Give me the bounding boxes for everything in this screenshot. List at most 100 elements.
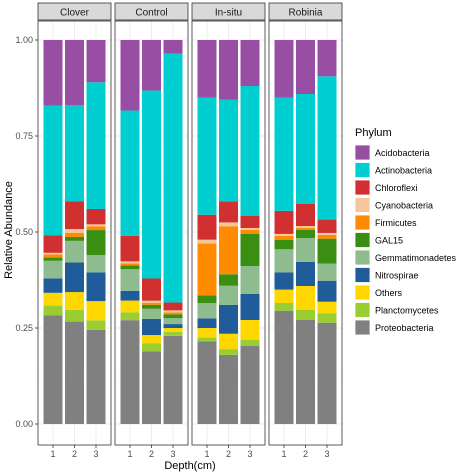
legend-item-proteobacteria: Proteobacteria	[354, 319, 434, 336]
bar-segment-clover-2-gal15	[65, 236, 84, 241]
legend-item-nitrospirae: Nitrospirae	[354, 267, 419, 283]
bar-segment-in-situ-1-nitrospirae	[197, 318, 217, 328]
legend-item-planctomycetes: Planctomycetes	[354, 302, 439, 318]
bar-segment-robinia-1-cyanobacteria	[274, 233, 294, 236]
bar-segment-robinia-3-actinobacteria	[317, 76, 337, 220]
bar-segment-in-situ-3-gal15	[240, 234, 260, 266]
y-tick-label: 1.00	[15, 35, 33, 45]
legend-item-gal15: GAL15	[354, 232, 403, 248]
bar-segment-clover-3-proteobacteria	[86, 329, 106, 424]
bar-segment-in-situ-3-planctomycetes	[240, 340, 260, 346]
legend-label: Actinobacteria	[375, 166, 432, 176]
bar-segment-robinia-1-proteobacteria	[274, 310, 294, 424]
bar-segment-control-3-nitrospirae	[163, 324, 183, 328]
bar-segment-in-situ-1-firmicutes	[197, 243, 217, 296]
bar-segment-in-situ-1-gal15	[197, 295, 217, 304]
x-tick-label: 1	[281, 449, 286, 459]
legend-title: Phylum	[355, 127, 392, 139]
legend-key	[354, 284, 371, 301]
bar-segment-in-situ-2-actinobacteria	[219, 99, 238, 202]
bar-segment-in-situ-3-cyanobacteria	[240, 228, 260, 230]
bar-segment-control-1-cyanobacteria	[120, 261, 140, 264]
bar-segment-robinia-1-actinobacteria	[274, 97, 294, 211]
bar-segment-clover-3-cyanobacteria	[86, 224, 106, 227]
legend: Phylum Acidobacteria Actinobacteria Chlorof…	[354, 127, 457, 336]
bar-segment-control-1-chloroflexi	[120, 235, 140, 262]
bar-segment-in-situ-2-firmicutes	[219, 226, 238, 275]
y-tick-label: 0.75	[15, 131, 33, 141]
panel-border	[191, 20, 266, 446]
bar-segment-clover-1-acidobacteria	[43, 40, 63, 106]
bar-segment-in-situ-1-proteobacteria	[197, 341, 217, 424]
bar-segment-control-3-gemmatimonadetes	[163, 318, 183, 325]
bar-segment-in-situ-3-firmicutes	[240, 230, 260, 234]
y-tick-label: 0.25	[15, 323, 33, 333]
facet-strip	[191, 2, 266, 21]
legend-item-others: Others	[354, 284, 403, 301]
bar-segment-clover-3-chloroflexi	[86, 208, 106, 225]
bar-segment-control-3-planctomycetes	[163, 331, 183, 336]
bar-segment-control-2-proteobacteria	[142, 351, 161, 424]
bar-segment-clover-2-firmicutes	[65, 232, 84, 237]
bar-segment-clover-1-cyanobacteria	[43, 252, 63, 255]
bar-segment-in-situ-1-acidobacteria	[197, 40, 217, 98]
bar-segment-clover-1-nitrospirae	[43, 278, 63, 293]
facet-strip-label: Robinia	[289, 8, 323, 19]
bar-segment-robinia-3-acidobacteria	[317, 40, 337, 77]
bar-segment-robinia-2-planctomycetes	[296, 310, 315, 320]
legend-key	[354, 179, 371, 196]
bar-segment-clover-3-gemmatimonadetes	[86, 255, 106, 273]
legend-item-gemmatimonadetes: Gemmatimonadetes	[354, 249, 457, 266]
legend-key	[354, 267, 371, 283]
bar-segment-robinia-1-planctomycetes	[274, 303, 294, 311]
facet-panel-clover: Clover 1 2 3	[37, 2, 112, 459]
bar-segment-clover-1-gemmatimonadetes	[43, 260, 63, 279]
bar-segment-robinia-2-proteobacteria	[296, 320, 315, 424]
bar-segment-control-3-proteobacteria	[163, 335, 183, 424]
bar-segment-in-situ-2-chloroflexi	[219, 201, 238, 223]
bar-segment-robinia-1-nitrospirae	[274, 272, 294, 290]
x-tick-label: 2	[226, 449, 231, 459]
x-tick-label: 1	[127, 449, 132, 459]
bar-segment-robinia-3-proteobacteria	[317, 322, 337, 424]
facet-strip	[268, 2, 343, 21]
bar-segment-clover-3-gal15	[86, 230, 106, 256]
x-tick-label: 3	[247, 449, 252, 459]
bar-segment-clover-3-acidobacteria	[86, 40, 106, 83]
bar-segment-in-situ-2-gal15	[219, 274, 238, 286]
bar-segment-control-3-gal15	[163, 314, 183, 319]
legend-label: Planctomycetes	[375, 306, 439, 316]
bar-segment-in-situ-2-nitrospirae	[219, 304, 238, 334]
facet-strip-label: Control	[135, 8, 167, 19]
bar-segment-robinia-3-firmicutes	[317, 234, 337, 239]
facet-strip	[114, 2, 189, 21]
bar-segment-in-situ-2-acidobacteria	[219, 40, 238, 100]
bar-segment-control-2-others	[142, 335, 161, 344]
bar-segment-control-1-proteobacteria	[120, 320, 140, 424]
legend-label: GAL15	[375, 236, 403, 246]
bar-segment-control-1-planctomycetes	[120, 312, 140, 321]
x-axis-title: Depth(cm)	[164, 460, 215, 472]
bar-segment-clover-2-proteobacteria	[65, 321, 84, 424]
bar-segment-control-1-gemmatimonadetes	[120, 269, 140, 291]
legend-key	[354, 162, 371, 178]
legend-key	[354, 232, 371, 248]
bar-segment-control-3-others	[163, 328, 183, 332]
bar-segment-in-situ-3-actinobacteria	[240, 86, 260, 216]
bar-segment-control-1-nitrospirae	[120, 290, 140, 301]
bar-segment-in-situ-1-planctomycetes	[197, 337, 217, 342]
legend-label: Cyanobacteria	[375, 201, 433, 211]
bar-segment-robinia-3-planctomycetes	[317, 313, 337, 323]
bar-segment-control-1-others	[120, 300, 140, 313]
x-tick-label: 3	[93, 449, 98, 459]
y-tick-label: 0.50	[15, 227, 33, 237]
bar-segment-in-situ-2-gemmatimonadetes	[219, 285, 238, 305]
bar-segment-clover-1-planctomycetes	[43, 305, 63, 316]
legend-item-firmicutes: Firmicutes	[354, 214, 417, 231]
legend-label: Firmicutes	[375, 218, 417, 228]
bar-segment-robinia-2-cyanobacteria	[296, 226, 315, 228]
bar-segment-clover-3-planctomycetes	[86, 320, 106, 330]
legend-key	[354, 214, 371, 231]
bar-segment-robinia-3-gemmatimonadetes	[317, 263, 337, 281]
bar-segment-control-2-planctomycetes	[142, 343, 161, 352]
